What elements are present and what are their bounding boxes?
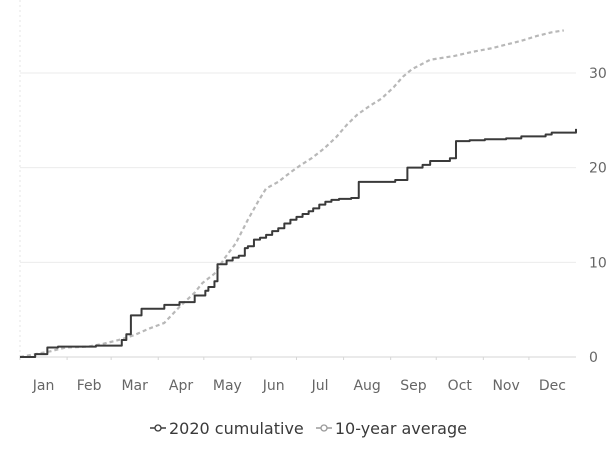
grid-lines	[19, 0, 576, 358]
x-tick-label: Mar	[121, 378, 148, 394]
x-axis-ticks: Jan Feb Mar Apr May Jun Jul Aug Sep Oct Nov Dec	[19, 357, 566, 394]
y-tick-label: 0	[589, 350, 598, 366]
series-line-2020	[20, 128, 577, 358]
x-tick-label: Sep	[400, 378, 427, 394]
x-tick-label: Feb	[77, 378, 102, 394]
x-tick-label: Jan	[32, 378, 55, 394]
x-tick-label: May	[213, 378, 242, 394]
x-tick-label: Apr	[169, 378, 193, 394]
line-marker-icon	[315, 424, 332, 432]
x-tick-label: Dec	[539, 378, 566, 394]
series-layer	[19, 29, 577, 359]
x-tick-label: Jul	[311, 378, 329, 394]
legend-label-10yr-avg: 10-year average	[334, 418, 467, 438]
y-tick-label: 30	[589, 66, 607, 82]
x-tick-label: Oct	[448, 378, 473, 394]
x-tick-label: Nov	[492, 378, 519, 394]
legend: 2020 cumulative 10-year average	[0, 418, 616, 438]
legend-item-2020[interactable]: 2020 cumulative	[149, 419, 304, 438]
y-tick-label: 10	[589, 255, 607, 271]
y-axis-ticks: 0 10 20 30	[589, 66, 607, 366]
x-tick-label: Jun	[262, 378, 285, 394]
legend-item-10yr-avg[interactable]: 10-year average	[315, 419, 467, 438]
legend-label-2020: 2020 cumulative	[169, 418, 304, 438]
series-line-10yr-avg	[19, 29, 565, 359]
x-tick-label: Aug	[353, 378, 380, 394]
y-tick-label: 20	[589, 161, 607, 177]
line-marker-icon	[150, 424, 166, 432]
